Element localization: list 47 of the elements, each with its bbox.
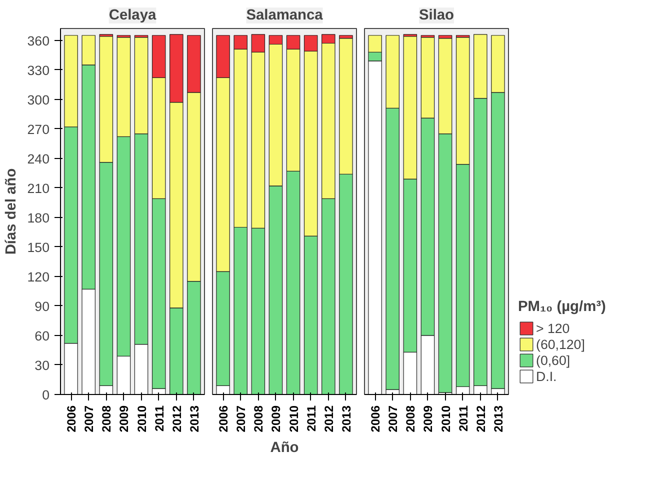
y-tick-label: 0 xyxy=(42,388,50,402)
x-tick-label: 2010 xyxy=(134,405,149,432)
x-axis-title: Año xyxy=(270,440,299,456)
x-tick-label: 2011 xyxy=(152,405,166,432)
x-tick-label: 2009 xyxy=(421,405,436,432)
y-tick-label: 30 xyxy=(34,358,50,373)
x-tick-label: 2013 xyxy=(187,405,202,432)
x-tick-label: 2013 xyxy=(339,405,354,432)
x-tick-label: 2007 xyxy=(386,405,400,432)
x-tick-label: 2012 xyxy=(474,405,488,432)
y-tick-label: 300 xyxy=(27,92,50,108)
legend-label: D.I. xyxy=(536,368,557,384)
x-tick-label: 2006 xyxy=(64,405,79,432)
y-tick-label: 330 xyxy=(27,62,50,78)
x-tick-label: 2008 xyxy=(252,405,266,432)
y-tick-label: 210 xyxy=(27,180,50,196)
x-tick-label: 2007 xyxy=(234,405,248,432)
y-tick-label: 360 xyxy=(27,33,50,48)
y-tick-label: 90 xyxy=(34,298,50,314)
legend-label: (0,60] xyxy=(536,352,570,368)
y-tick-label: 270 xyxy=(27,122,50,137)
y-tick-label: 60 xyxy=(34,328,50,344)
x-tick-label: 2010 xyxy=(286,405,301,432)
x-tick-label: 2012 xyxy=(170,405,184,432)
y-tick-label: 180 xyxy=(27,210,50,226)
x-tick-label: 2011 xyxy=(456,405,470,432)
x-tick-label: 2009 xyxy=(269,405,284,432)
legend-label: > 120 xyxy=(536,320,570,336)
x-tick-label: 2006 xyxy=(216,405,231,432)
x-tick-label: 2013 xyxy=(491,405,506,432)
y-tick-label: 150 xyxy=(27,240,50,255)
y-tick-label: 240 xyxy=(27,151,50,166)
x-tick-label: 2008 xyxy=(100,405,114,432)
x-tick-label: 2011 xyxy=(304,405,318,432)
x-tick-label: 2010 xyxy=(438,405,453,432)
legend-label: (60,120] xyxy=(536,336,585,352)
legend-title: PM₁₀ (µg/m³) xyxy=(518,299,606,315)
x-tick-label: 2007 xyxy=(82,405,96,432)
y-tick-label: 120 xyxy=(27,269,50,284)
x-tick-label: 2008 xyxy=(404,405,418,432)
x-tick-label: 2012 xyxy=(322,405,336,432)
chart-title: Silao xyxy=(418,8,454,24)
chart-title: Celaya xyxy=(108,8,157,24)
y-axis-title: Días del año xyxy=(3,168,20,255)
x-tick-label: 2009 xyxy=(117,405,132,432)
x-tick-label: 2006 xyxy=(368,405,383,432)
chart-title: Salamanca xyxy=(246,8,324,24)
